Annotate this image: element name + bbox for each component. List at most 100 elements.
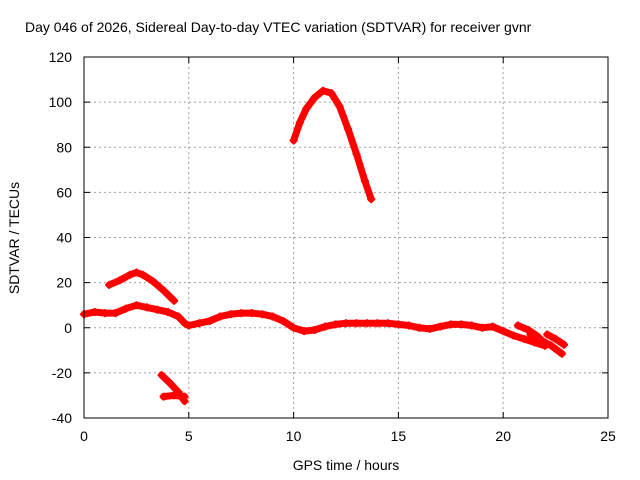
data-point — [142, 303, 151, 312]
x-tick-label: 25 — [600, 428, 616, 444]
data-point — [153, 305, 162, 314]
data-point — [180, 392, 189, 401]
data-point — [90, 308, 99, 316]
data-point — [360, 177, 369, 186]
data-point — [425, 324, 434, 333]
data-point — [557, 349, 566, 358]
data-point — [457, 320, 466, 329]
data-point — [180, 319, 189, 328]
data-point — [344, 125, 353, 134]
data-point — [547, 341, 556, 350]
data-point — [331, 320, 340, 329]
data-point — [157, 371, 166, 380]
data-point — [149, 277, 158, 286]
data-point — [132, 268, 141, 277]
data-point — [367, 195, 376, 204]
y-axis-label: SDTVAR / TECUs — [6, 182, 22, 294]
data-point — [302, 104, 311, 113]
data-point — [342, 319, 350, 328]
data-point — [543, 330, 552, 339]
series-layer — [80, 86, 568, 406]
data-point — [335, 102, 344, 111]
data-point — [478, 323, 487, 332]
data-point — [499, 327, 508, 336]
x-tick-label: 10 — [286, 428, 302, 444]
data-point — [318, 86, 327, 95]
data-point — [513, 321, 522, 330]
data-point — [258, 310, 267, 319]
y-tick-label: -20 — [52, 365, 72, 381]
data-point — [111, 309, 120, 318]
data-point — [446, 320, 455, 329]
data-point — [289, 136, 298, 145]
data-point — [551, 335, 560, 343]
data-point — [163, 308, 172, 316]
data-point — [321, 322, 329, 331]
data-point — [268, 312, 277, 321]
data-point — [352, 150, 361, 158]
data-point — [121, 304, 130, 313]
data-point — [509, 331, 518, 340]
data-point — [536, 336, 545, 345]
data-point — [300, 327, 309, 336]
y-tick-label: 120 — [49, 49, 73, 65]
data-point — [310, 326, 319, 334]
data-point — [295, 118, 304, 127]
data-point — [310, 93, 319, 102]
x-tick-label: 20 — [495, 428, 511, 444]
data-point — [237, 309, 246, 318]
y-tick-label: 100 — [49, 94, 73, 110]
y-tick-label: 20 — [56, 275, 72, 291]
data-point — [436, 322, 445, 331]
x-tick-label: 15 — [391, 428, 407, 444]
data-point — [138, 270, 147, 279]
series-arc-main — [80, 301, 549, 350]
data-point — [279, 317, 288, 325]
data-point — [415, 323, 424, 332]
x-tick-label: 0 — [80, 428, 88, 444]
data-point — [488, 322, 497, 331]
y-tick-label: 60 — [56, 184, 72, 200]
data-point — [159, 392, 168, 401]
data-point — [115, 276, 124, 285]
data-point — [205, 317, 214, 325]
data-point — [560, 340, 568, 349]
data-point — [520, 335, 529, 343]
gridlines — [84, 57, 608, 418]
data-point — [195, 319, 204, 328]
data-point — [247, 309, 256, 318]
y-tick-label: 0 — [64, 320, 72, 336]
data-point — [404, 321, 413, 330]
data-point — [101, 309, 109, 318]
y-tick-label: -40 — [52, 410, 72, 426]
y-ticks: -40 -20 0 20 40 60 80 100 120 — [49, 49, 608, 426]
data-point — [184, 321, 193, 330]
x-tick-label: 5 — [185, 428, 193, 444]
data-point — [363, 319, 371, 328]
data-point — [394, 320, 403, 329]
data-point — [373, 319, 382, 328]
data-point — [526, 330, 535, 339]
data-point — [216, 312, 225, 321]
y-tick-label: 40 — [56, 230, 72, 246]
x-axis-label: GPS time / hours — [293, 457, 400, 473]
data-point — [132, 301, 141, 310]
data-point — [105, 280, 114, 289]
data-point — [352, 319, 361, 328]
data-point — [170, 391, 179, 400]
data-point — [170, 296, 179, 305]
series-arc-late-2 — [526, 331, 566, 358]
data-point — [289, 323, 298, 332]
data-point — [165, 379, 174, 387]
y-tick-label: 80 — [56, 139, 72, 155]
data-point — [174, 312, 183, 321]
chart-title: Day 046 of 2026, Sidereal Day-to-day VTE… — [25, 19, 532, 35]
data-point — [159, 286, 168, 295]
data-point — [327, 89, 336, 98]
data-point — [226, 310, 235, 319]
data-point — [467, 321, 476, 330]
data-point — [126, 270, 135, 279]
x-ticks: 0 5 10 15 20 25 — [80, 57, 616, 444]
data-point — [383, 319, 392, 328]
